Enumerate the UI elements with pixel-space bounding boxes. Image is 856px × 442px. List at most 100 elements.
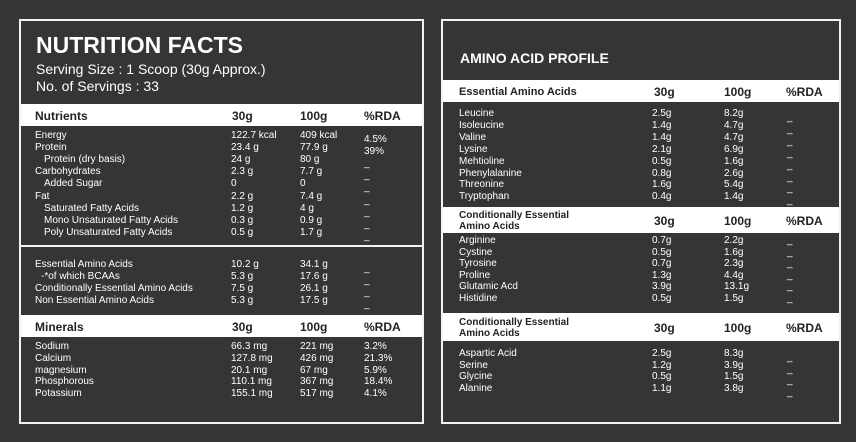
- row-30g-value: 2.5g: [652, 108, 672, 119]
- col-rda-label: %RDA: [364, 320, 401, 334]
- row-100g-value: 8.2g: [724, 108, 744, 119]
- row-name: Isoleucine: [459, 119, 505, 131]
- row-name: Leucine: [459, 108, 495, 119]
- row-rda-value: _: [364, 287, 370, 298]
- row-100g-value: 34.1 g: [300, 259, 328, 270]
- row-name: Phenylalanine: [459, 167, 522, 179]
- row-30g-value: 1.4g: [652, 131, 672, 143]
- col-rda-label: %RDA: [364, 109, 401, 123]
- row-rda-value: _: [787, 123, 793, 135]
- minerals-col-label: Minerals: [35, 320, 84, 334]
- row-30g-value: 24 g: [231, 154, 251, 166]
- row-30g-value: 2.5g: [652, 348, 672, 359]
- cond1-col-label-line2: Amino Acids: [459, 221, 520, 232]
- row-name: Mehtioline: [459, 155, 505, 167]
- amino-profile-title: AMINO ACID PROFILE: [460, 50, 609, 66]
- col-30g-label: 30g: [232, 109, 253, 123]
- row-name: Glutamic Acd: [459, 281, 518, 293]
- col-30g-label: 30g: [654, 321, 675, 335]
- row-name: Glycine: [459, 371, 493, 383]
- row-name: Conditionally Essential Amino Acids: [35, 283, 193, 294]
- row-name: Aspartic Acid: [459, 348, 517, 359]
- row-30g-value: 1.1g: [652, 382, 672, 394]
- row-name: Non Essential Amino Acids: [35, 295, 154, 306]
- row-name: Histidine: [459, 293, 498, 304]
- row-rda-value: _: [364, 230, 370, 242]
- row-30g-value: 1.4g: [652, 119, 672, 131]
- row-rda-value: _: [787, 246, 793, 258]
- row-100g-value: 7.7 g: [300, 166, 323, 178]
- row-name: Sodium: [35, 341, 69, 352]
- row-name: Cystine: [459, 246, 493, 258]
- row-30g-value: 0.7g: [652, 258, 672, 270]
- row-100g-value: 7.4 g: [300, 190, 323, 202]
- row-30g-value: 20.1 mg: [231, 364, 268, 376]
- serving-size: Serving Size : 1 Scoop (30g Approx.): [36, 61, 266, 77]
- row-30g-value: 2.2 g: [231, 190, 254, 202]
- row-30g-value: 0.5g: [652, 293, 672, 304]
- row-30g-value: 1.3g: [652, 269, 672, 281]
- nutrients-header-bar: Nutrients 30g 100g %RDA: [21, 104, 422, 126]
- row-rda-value: 4.1%: [364, 388, 387, 400]
- row-name: Carbohydrates: [35, 166, 101, 178]
- row-name: Potassium: [35, 388, 82, 400]
- row-100g-value: 5.4g: [724, 179, 744, 191]
- row-rda-value: 4.5%: [364, 134, 387, 145]
- row-name: Fat: [35, 190, 50, 202]
- row-name: Protein (dry basis): [44, 154, 126, 166]
- row-rda-value: _: [364, 263, 370, 274]
- col-30g-label: 30g: [654, 214, 675, 228]
- row-30g-value: 3.9g: [652, 281, 672, 293]
- row-rda-value: 3.2%: [364, 341, 387, 352]
- row-30g-value: 0.5g: [652, 246, 672, 258]
- row-rda-value: _: [364, 275, 370, 286]
- row-name: Tyrosine: [459, 258, 497, 270]
- nutrition-title: NUTRITION FACTS: [36, 32, 243, 58]
- row-rda-value: _: [364, 182, 370, 194]
- row-rda-value: _: [787, 159, 793, 171]
- row-100g-value: 221 mg: [300, 341, 334, 352]
- row-30g-value: 2.3 g: [231, 166, 254, 178]
- row-rda-value: _: [787, 195, 793, 207]
- cond1-header-bar: Conditionally Essential Amino Acids 30g …: [443, 207, 839, 233]
- row-100g-value: 0.9 g: [300, 214, 323, 226]
- row-rda-value: _: [787, 171, 793, 183]
- col-rda-label: %RDA: [786, 85, 823, 99]
- row-30g-value: 1.2 g: [231, 202, 254, 214]
- row-100g-value: 13.1g: [724, 281, 750, 293]
- row-100g-value: 77.9 g: [300, 142, 328, 154]
- cond2-col-label-line1: Conditionally Essential: [459, 317, 570, 328]
- row-30g-value: 0.8g: [652, 167, 672, 179]
- row-rda-value: _: [787, 281, 793, 293]
- row-rda-value: 21.3%: [364, 352, 393, 364]
- row-30g-value: 0.5 g: [231, 226, 254, 238]
- row-30g-value: 0.3 g: [231, 214, 254, 226]
- section-divider: [21, 245, 422, 247]
- row-rda-value: _: [787, 258, 793, 270]
- row-30g-value: 0.5g: [652, 155, 672, 167]
- row-100g-value: 1.7 g: [300, 226, 323, 238]
- row-name: Tryptophan: [459, 191, 510, 203]
- row-name: Saturated Fatty Acids: [44, 202, 140, 214]
- row-rda-value: _: [364, 218, 370, 230]
- row-rda-value: 39%: [364, 146, 385, 158]
- nutrition-facts-panel: NUTRITION FACTS Serving Size : 1 Scoop (…: [19, 19, 424, 424]
- row-100g-value: 3.9g: [724, 359, 744, 371]
- essential-col-label: Essential Amino Acids: [459, 86, 577, 98]
- row-name: Valine: [459, 131, 487, 143]
- row-name: Mono Unsaturated Fatty Acids: [44, 214, 178, 226]
- row-100g-value: 517 mg: [300, 388, 334, 400]
- row-rda-value: _: [787, 375, 793, 387]
- row-name: Protein: [35, 142, 67, 154]
- row-30g-value: 66.3 mg: [231, 341, 268, 352]
- row-30g-value: 7.5 g: [231, 283, 254, 294]
- row-name: Phosphorous: [35, 376, 94, 388]
- col-100g-label: 100g: [300, 320, 328, 334]
- row-rda-value: _: [787, 112, 793, 123]
- row-name: Arginine: [459, 235, 496, 246]
- row-30g-value: 0: [231, 178, 237, 190]
- row-100g-value: 1.4g: [724, 191, 744, 203]
- row-100g-value: 426 mg: [300, 352, 334, 364]
- row-100g-value: 8.3g: [724, 348, 744, 359]
- row-30g-value: 5.3 g: [231, 295, 254, 306]
